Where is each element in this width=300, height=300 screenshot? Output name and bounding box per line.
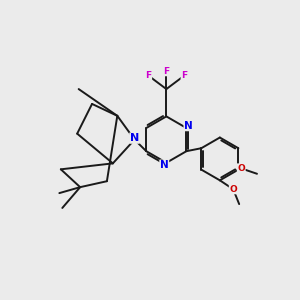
Text: N: N [130,133,139,143]
Text: N: N [184,121,193,130]
Text: N: N [160,160,169,170]
Text: F: F [163,67,170,76]
Text: O: O [229,185,237,194]
Text: F: F [146,71,152,80]
Text: F: F [181,71,187,80]
Text: O: O [237,164,245,173]
